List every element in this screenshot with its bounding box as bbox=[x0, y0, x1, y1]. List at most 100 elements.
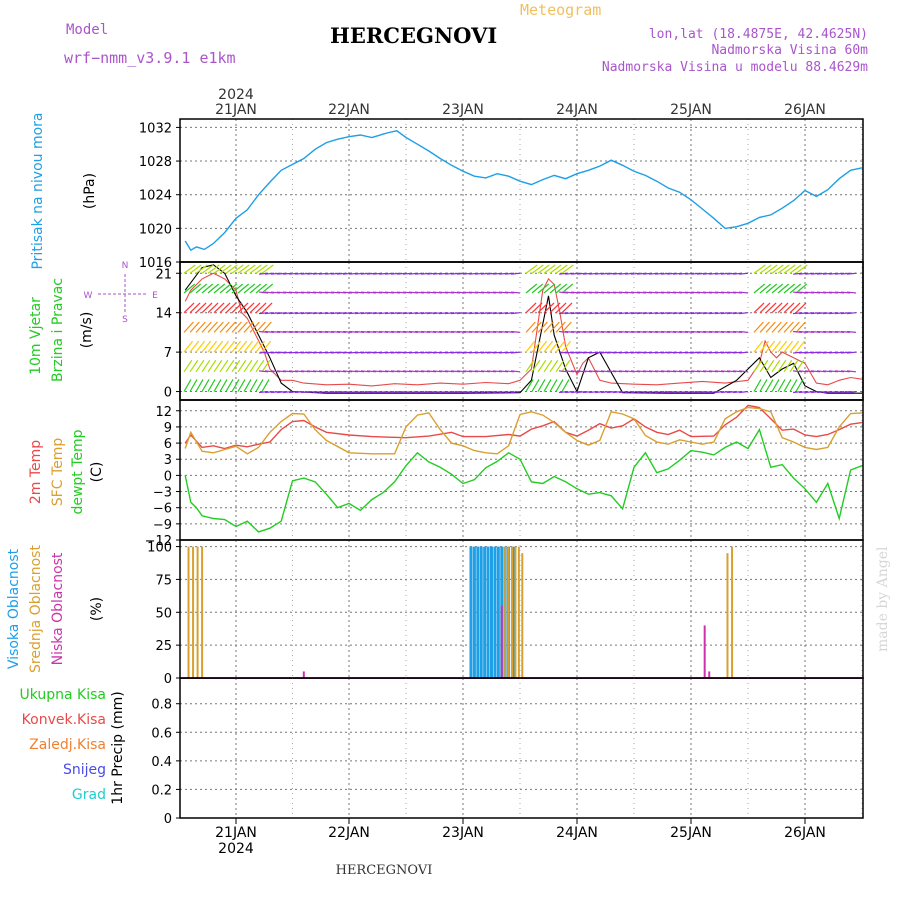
wind-arrow bbox=[561, 340, 572, 353]
top-day-label: 21JAN bbox=[215, 102, 257, 118]
wind-arrow bbox=[207, 302, 219, 314]
wind-arrow bbox=[342, 330, 353, 334]
wind-arrow bbox=[690, 390, 701, 394]
wind-arrow bbox=[390, 312, 401, 315]
wind-arrow bbox=[828, 370, 839, 373]
wind-arrow bbox=[492, 370, 503, 373]
wind-arrow bbox=[732, 312, 743, 315]
wind-arrow bbox=[456, 272, 467, 275]
wind-arrow bbox=[708, 351, 719, 354]
wind-arrow bbox=[414, 330, 425, 334]
wind-arrow bbox=[726, 272, 737, 275]
wind-arrow bbox=[606, 312, 617, 315]
wind-arrow bbox=[588, 312, 599, 315]
wind-arrow bbox=[300, 370, 311, 373]
wind-arrow bbox=[708, 330, 719, 334]
wind-arrow bbox=[444, 291, 455, 294]
y-tick-label: −9 bbox=[153, 518, 172, 533]
wind-arrow bbox=[324, 272, 335, 275]
wind-arrow bbox=[618, 272, 629, 275]
wind-arrow bbox=[594, 351, 605, 354]
wind-arrow bbox=[702, 272, 713, 275]
wind-arrow bbox=[360, 272, 371, 275]
wind-arrow bbox=[510, 291, 521, 294]
wind-arrow bbox=[318, 291, 329, 294]
wind-arrow bbox=[348, 390, 359, 394]
wind-arrow bbox=[690, 272, 701, 275]
wind-arrow bbox=[588, 291, 599, 294]
wind-arrow bbox=[549, 302, 561, 314]
wind-arrow bbox=[720, 330, 731, 334]
wind-arrow bbox=[624, 291, 635, 294]
wind-arrow bbox=[348, 272, 359, 275]
wind-arrow bbox=[537, 340, 548, 353]
wind-arrow bbox=[306, 351, 317, 354]
wind-arrow bbox=[438, 291, 449, 294]
wind-arrow bbox=[354, 312, 365, 315]
wind-arrow bbox=[450, 291, 461, 294]
wind-arrow bbox=[525, 264, 538, 274]
wind-arrow bbox=[264, 312, 275, 315]
wind-arrow bbox=[684, 370, 695, 373]
wind-arrow bbox=[828, 351, 839, 354]
wind-arrow bbox=[348, 370, 359, 373]
wind-arrow bbox=[330, 370, 341, 373]
wind-arrow bbox=[450, 312, 461, 315]
wind-arrow bbox=[636, 390, 647, 394]
wind-arrow bbox=[306, 330, 317, 334]
wind-arrow bbox=[255, 321, 266, 333]
wind-arrow bbox=[219, 264, 232, 274]
wind-arrow bbox=[255, 283, 268, 294]
wind-arrow bbox=[672, 330, 683, 334]
wind-arrow bbox=[531, 359, 541, 373]
panel-precip: 0.8 0.6 0.4 0.2 0 bbox=[151, 677, 864, 827]
wind-arrow bbox=[237, 264, 250, 274]
series-line-gust bbox=[184, 264, 862, 394]
pressure-unit: (hPa) bbox=[82, 173, 98, 209]
wind-arrow bbox=[660, 291, 671, 294]
wind-arrow bbox=[276, 272, 287, 275]
wind-arrow bbox=[783, 264, 796, 274]
y-tick-label: 75 bbox=[155, 573, 172, 588]
wind-arrow bbox=[294, 272, 305, 275]
wind-arrow bbox=[330, 390, 341, 394]
wind-arrow bbox=[243, 379, 252, 392]
y-tick-label: 50 bbox=[155, 606, 172, 621]
wind-arrow bbox=[672, 351, 683, 354]
wind-arrow bbox=[360, 312, 371, 315]
wind-arrow bbox=[630, 291, 641, 294]
wind-arrow bbox=[261, 379, 270, 392]
wind-arrow bbox=[249, 264, 262, 274]
wind-arrow bbox=[249, 340, 260, 353]
wind-arrow bbox=[402, 390, 413, 394]
wind-arrow bbox=[468, 330, 479, 334]
wind-arrow bbox=[384, 272, 395, 275]
compass-south: S bbox=[122, 315, 128, 325]
wind-arrow bbox=[798, 330, 809, 334]
wind-arrow bbox=[804, 351, 815, 354]
wind-arrow bbox=[555, 264, 568, 274]
wind-arrow bbox=[462, 390, 473, 394]
wind-arrow bbox=[420, 291, 431, 294]
wind-arrow bbox=[231, 321, 242, 333]
wind-arrow bbox=[288, 330, 299, 334]
y-tick-label: 1028 bbox=[139, 155, 172, 170]
wind-arrow bbox=[231, 340, 242, 353]
wind-arrow bbox=[696, 312, 707, 315]
wind-arrow bbox=[576, 330, 587, 334]
top-day-label: 24JAN bbox=[556, 102, 598, 118]
y-tick-label: 1032 bbox=[139, 121, 172, 136]
wind-arrow bbox=[183, 264, 196, 274]
wind-arrow bbox=[708, 390, 719, 394]
wind-arrow bbox=[282, 370, 293, 373]
wind-arrow bbox=[783, 302, 795, 314]
wind-arrow bbox=[225, 302, 237, 314]
bottom-day-label: 24JAN bbox=[556, 825, 598, 841]
y-tick-label: 100 bbox=[147, 541, 172, 556]
wind-arrow bbox=[420, 390, 431, 394]
wind-arrow bbox=[759, 321, 770, 333]
wind-arrow bbox=[846, 370, 857, 373]
wind-arrow bbox=[300, 312, 311, 315]
wind-arrow bbox=[189, 321, 200, 333]
wind-arrow bbox=[834, 312, 845, 315]
